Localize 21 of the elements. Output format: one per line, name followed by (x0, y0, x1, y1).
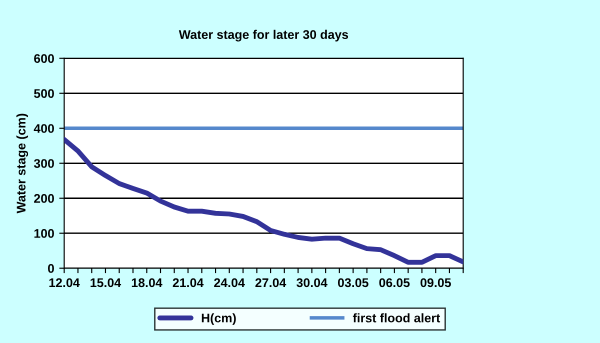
x-tick-label: 12.04 (49, 278, 80, 288)
y-axis-title: Water stage (cm) (16, 114, 28, 214)
chart-title: Water stage for later 30 days (178, 30, 348, 42)
legend-label: first flood alert (352, 313, 440, 322)
x-tick-label: 06.05 (379, 278, 410, 288)
y-tick-label: 100 (34, 229, 54, 238)
x-tick-label: 18.04 (132, 278, 162, 288)
y-tick-label: 200 (34, 194, 54, 203)
x-tick-label: 21.04 (172, 278, 204, 288)
y-tick-label: 400 (34, 124, 54, 133)
legend-label: H(cm) (202, 313, 236, 325)
x-tick-label: 27.04 (255, 278, 286, 288)
y-tick-label: 500 (34, 89, 54, 98)
y-tick-label: 300 (34, 159, 54, 168)
x-tick-label: 30.04 (296, 278, 328, 288)
y-tick-label: 0 (48, 264, 54, 273)
y-tick-label: 600 (34, 54, 54, 63)
x-tick-label: 09.05 (420, 278, 451, 288)
x-tick-label: 03.05 (338, 278, 368, 288)
x-tick-label: 24.04 (214, 278, 245, 288)
x-tick-label: 15.04 (90, 278, 122, 288)
